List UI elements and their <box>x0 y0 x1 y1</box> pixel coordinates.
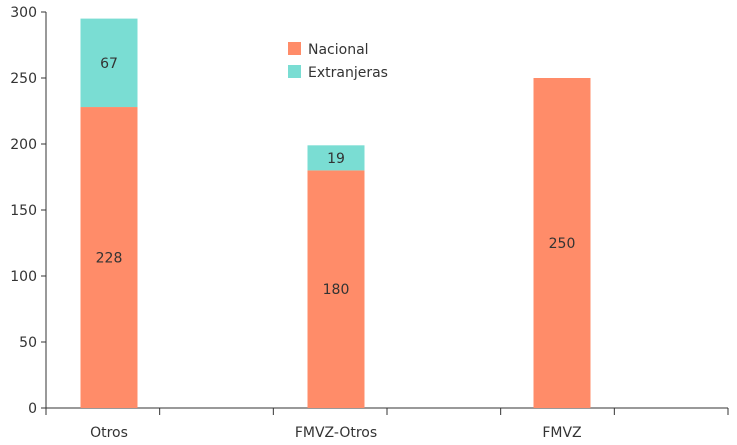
bars <box>80 18 591 408</box>
y-tick-label: 100 <box>10 269 37 285</box>
y-tick-label: 300 <box>10 5 37 21</box>
data-label: 250 <box>549 236 576 252</box>
bar-nacional-otros <box>80 107 138 408</box>
legend-swatch <box>288 65 301 78</box>
bar-nacional-fmvz-otros <box>307 170 365 408</box>
data-label: 180 <box>323 282 350 298</box>
legend: Nacional Extranjeras <box>288 42 388 81</box>
y-tick-label: 0 <box>28 401 37 417</box>
x-tick-label: FMVZ <box>542 425 581 441</box>
legend-label: Nacional <box>308 42 369 58</box>
data-labels: 228 67 180 19 250 <box>96 56 576 298</box>
data-label: 67 <box>100 56 118 72</box>
x-tick-label: FMVZ-Otros <box>295 425 377 441</box>
x-tick-label: Otros <box>90 425 128 441</box>
y-tick-label: 150 <box>10 203 37 219</box>
bar-extranjeras-otros <box>80 18 138 108</box>
bar-extranjeras-fmvz-otros <box>307 145 365 171</box>
axes: 0 50 100 150 200 250 300 Otros FMVZ-Otros FMVZ <box>10 5 729 441</box>
y-tick-label: 200 <box>10 137 37 153</box>
data-label: 19 <box>327 151 345 167</box>
bar-nacional-fmvz <box>533 78 591 408</box>
legend-label: Extranjeras <box>308 65 388 81</box>
data-label: 228 <box>96 251 123 267</box>
y-tick-label: 50 <box>19 335 37 351</box>
legend-swatch <box>288 42 301 55</box>
y-tick-label: 250 <box>10 71 37 87</box>
